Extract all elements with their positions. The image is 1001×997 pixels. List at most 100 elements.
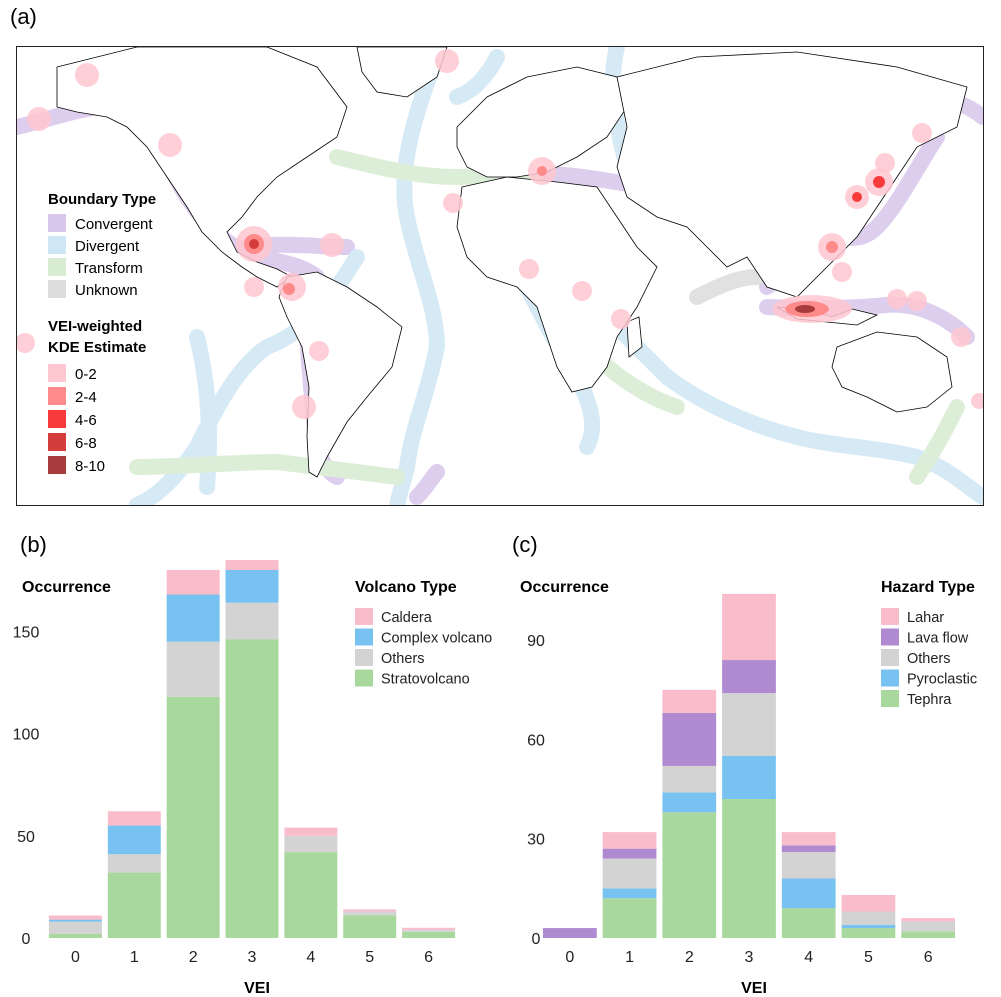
hotspot — [875, 153, 895, 173]
hotspot — [158, 133, 182, 157]
y-axis-label: Occurrence — [22, 579, 111, 596]
boundary-legend-title: Boundary Type — [48, 191, 156, 208]
hotspot — [249, 239, 259, 249]
x-tick-label: 0 — [71, 949, 80, 966]
bar-segment — [402, 929, 456, 932]
hotspot — [907, 291, 927, 311]
panel-label-c: (c) — [512, 532, 538, 557]
panel-label-b: (b) — [20, 532, 47, 557]
x-tick-label: 6 — [424, 949, 433, 966]
north-america — [56, 47, 348, 288]
x-axis-label: VEI — [741, 980, 767, 997]
south-america — [278, 271, 403, 478]
bar-segment — [841, 911, 896, 925]
legend-swatch — [48, 364, 66, 382]
y-tick-label: 90 — [527, 633, 545, 650]
legend-swatch — [881, 690, 899, 707]
bar-segment — [343, 911, 397, 916]
hotspot — [795, 305, 815, 313]
legend-label: Others — [907, 651, 951, 667]
hotspot — [887, 289, 907, 309]
bar-segment — [107, 811, 161, 826]
x-tick-label: 2 — [189, 949, 198, 966]
madagascar — [626, 316, 643, 358]
bar-segment — [225, 560, 279, 570]
legend-label: Transform — [75, 260, 143, 277]
bar-segment — [781, 908, 836, 938]
kde-legend-title-line1: VEI-weighted — [48, 318, 142, 335]
bar-segment — [781, 845, 836, 852]
legend-label: Tephra — [907, 692, 952, 708]
hotspot — [283, 283, 295, 295]
hotspot — [537, 166, 547, 176]
legend-swatch — [881, 669, 899, 687]
hotspot — [244, 277, 264, 297]
hotspot — [826, 241, 838, 253]
legend-title: Hazard Type — [881, 579, 975, 596]
y-tick-label: 150 — [13, 624, 40, 641]
africa — [456, 176, 658, 393]
legend-label: 2-4 — [75, 389, 97, 406]
y-tick-label: 0 — [22, 931, 31, 948]
bar-segment — [662, 712, 717, 766]
bar-segment — [284, 827, 338, 836]
bar-segment — [48, 921, 102, 934]
bar-segment — [225, 602, 279, 640]
legend-label: 4-6 — [75, 412, 97, 429]
legend-label: 0-2 — [75, 366, 97, 383]
hotspot — [27, 107, 51, 131]
bar-segment — [284, 852, 338, 938]
legend-label: Lahar — [907, 610, 944, 626]
legend-swatch — [355, 649, 373, 666]
legend-swatch — [355, 669, 373, 687]
bar-segment — [48, 933, 102, 938]
legend-swatch — [48, 456, 66, 474]
y-axis-label: Occurrence — [520, 579, 609, 596]
hotspot — [519, 259, 539, 279]
europe — [456, 66, 628, 178]
bar-segment — [722, 799, 776, 938]
hotspot — [572, 281, 592, 301]
legend-swatch — [48, 214, 66, 232]
y-tick-label: 30 — [527, 832, 545, 849]
y-tick-label: 50 — [17, 829, 35, 846]
chart-volcano-type: Occurrence 0 50 100 150 0 1 2 3 4 5 6 VEI Volcano Typ… — [13, 560, 492, 997]
asia — [616, 51, 968, 298]
panel-label-a: (a) — [10, 4, 37, 29]
hotspot — [971, 393, 983, 409]
hotspot — [951, 327, 971, 347]
legend-swatch — [355, 608, 373, 625]
bar-segment — [107, 854, 161, 873]
bar-segment — [48, 915, 102, 920]
bar-segment — [402, 927, 456, 930]
hotspot — [17, 333, 35, 353]
legend-swatch — [355, 628, 373, 646]
legend-label: 8-10 — [75, 458, 105, 475]
legend-swatch — [48, 410, 66, 428]
bar-segment — [722, 660, 776, 694]
bar-segment — [107, 825, 161, 855]
legend-label: Complex volcano — [381, 631, 492, 647]
bar-segment — [284, 835, 338, 853]
x-tick-label: 0 — [565, 949, 574, 966]
bar-segment — [107, 872, 161, 938]
kde-legend-title-line2: KDE Estimate — [48, 339, 146, 356]
bar-segment — [901, 931, 956, 938]
bar-segment — [166, 594, 220, 642]
hotspot — [832, 262, 852, 282]
continents — [56, 47, 968, 478]
bar-segment — [662, 792, 717, 813]
bar-segment — [602, 888, 657, 899]
bar-segment — [602, 832, 657, 849]
bar-segment — [781, 832, 836, 846]
bar-segment — [722, 593, 776, 661]
x-tick-label: 1 — [625, 949, 634, 966]
bar-segment — [166, 696, 220, 938]
bar-segment — [781, 878, 836, 909]
legend-swatch — [48, 280, 66, 298]
bar-segment — [841, 924, 896, 929]
x-tick-label: 5 — [365, 949, 374, 966]
legend-label: Caldera — [381, 610, 433, 626]
legend-swatch — [48, 387, 66, 405]
bar-segment — [602, 898, 657, 938]
